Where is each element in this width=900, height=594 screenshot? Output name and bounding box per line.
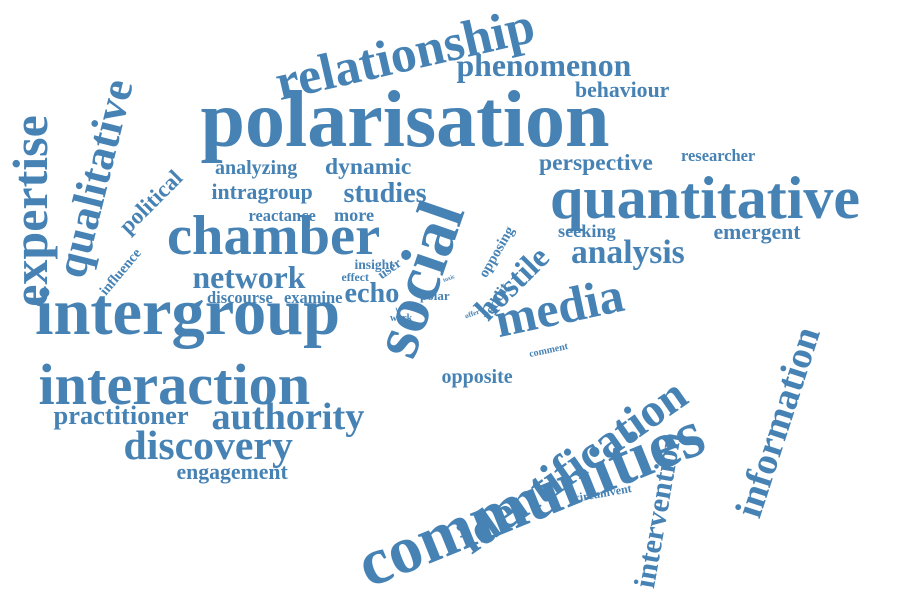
word-expertise: expertise [1,114,58,307]
word-information: information [727,321,829,523]
word-authority: authority [211,396,365,438]
word-more: more [334,205,375,225]
word-behaviour: behaviour [575,78,670,102]
word-discourse: discourse [207,288,273,307]
word-phenomenon: phenomenon [456,48,632,83]
word-interaction: interaction [38,352,311,417]
word-insight: insight [354,257,394,272]
word-examine: examine [284,288,343,307]
word-quantitative: quantitative [550,165,861,231]
word-intergroup: intergroup [35,276,341,349]
word-reactance: reactance [248,206,316,225]
word-studies: studies [343,178,427,209]
word-qualitative: qualitative [45,73,143,283]
word-polarisation: polarisation [200,76,610,164]
word-dynamic: dynamic [325,154,412,180]
word-chamber: chamber [167,205,381,267]
word-emergent: emergent [713,220,801,244]
word-offer: offer [463,307,481,320]
word-comment: comment [527,341,569,360]
word-effect: effect [341,271,369,284]
word-opposite: opposite [441,366,513,388]
word-perspective: perspective [539,150,653,176]
word-engagement: engagement [176,460,288,484]
word-discovery: discovery [123,423,293,469]
word-intragroup: intragroup [211,180,313,204]
word-practitioner: practitioner [53,400,189,430]
word-network: network [192,260,306,295]
word-analyzing: analyzing [215,157,298,179]
word-researcher: researcher [681,146,756,165]
word-seeking: seeking [558,221,616,241]
word-work: work [390,313,413,324]
word-polar: polar [420,287,450,303]
word-echo: echo [344,278,400,309]
word-analysis: analysis [571,234,685,271]
